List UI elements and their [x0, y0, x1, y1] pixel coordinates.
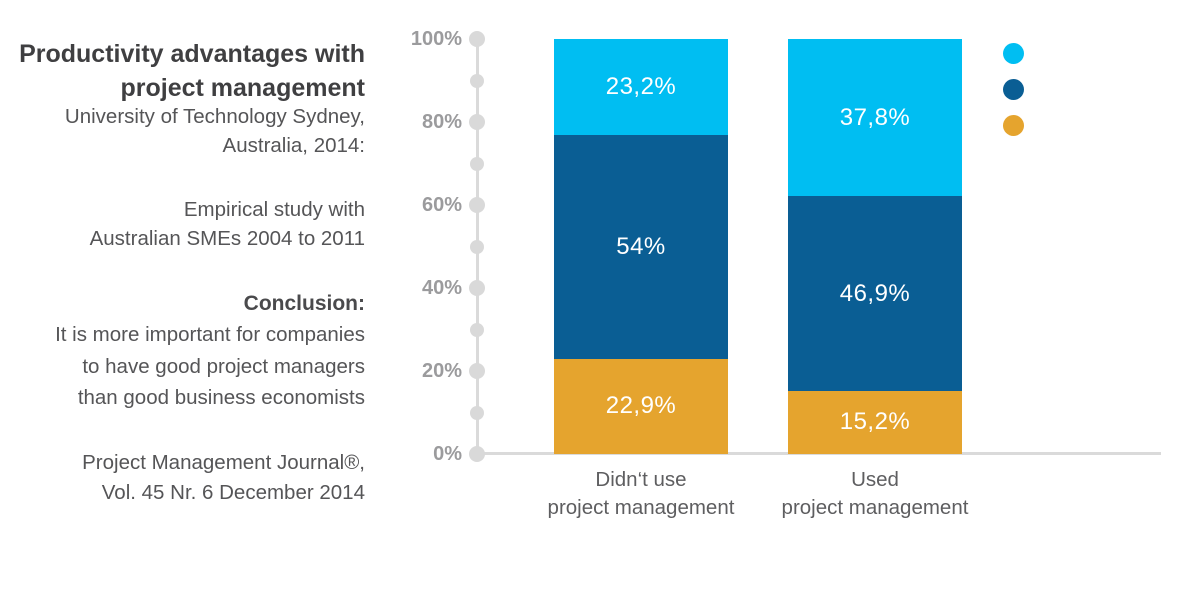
y-tick-label-80: 80%	[421, 111, 462, 133]
legend-dot-dark-blue	[1003, 79, 1024, 100]
category-label-didnt-use: Didn‘t use project management	[547, 468, 735, 519]
y-tick-label-0: 0%	[433, 443, 462, 465]
legend-dot-orange	[1003, 115, 1024, 136]
y-tick-label-60: 60%	[421, 194, 462, 216]
axis-tick-dot-20	[469, 363, 485, 379]
y-tick-label-100: 100%	[410, 28, 462, 50]
left-text-panel: Productivity advantages with project man…	[0, 0, 365, 600]
axis-tick-dot-30	[470, 322, 484, 337]
category-label-used: Used project management	[781, 468, 969, 519]
value-label: 23,2%	[605, 72, 677, 100]
axis-tick-dot-50	[470, 239, 484, 254]
segment-orange-didnt-use: 22,9%	[554, 358, 728, 454]
study-description: Empirical study with Australian SMEs 200…	[89, 198, 365, 250]
segment-orange-used: 15,2%	[788, 390, 962, 454]
axis-tick-dot-60	[469, 197, 485, 213]
bar-used-pm: 37,8% 46,9% 15,2%	[788, 39, 962, 454]
y-tick-label-20: 20%	[421, 360, 462, 382]
journal-reference: Project Management Journal®, Vol. 45 Nr.…	[82, 451, 365, 504]
axis-tick-dot-70	[470, 156, 484, 171]
conclusion-text: It is more important for companies to ha…	[55, 323, 365, 409]
conclusion-label: Conclusion:	[243, 292, 365, 315]
value-label: 54%	[616, 232, 666, 260]
axis-tick-dot-40	[469, 280, 485, 296]
segment-light-blue-didnt-use: 23,2%	[554, 38, 728, 135]
segment-dark-blue-used: 46,9%	[788, 196, 962, 391]
value-label: 15,2%	[839, 408, 911, 436]
segment-dark-blue-didnt-use: 54%	[554, 134, 728, 359]
axis-tick-dot-10	[470, 405, 484, 420]
axis-tick-dot-80	[469, 114, 485, 130]
segment-light-blue-used: 37,8%	[788, 39, 962, 197]
legend-dot-light-blue	[1003, 43, 1024, 64]
axis-tick-dot-90	[470, 73, 484, 88]
y-tick-label-40: 40%	[421, 277, 462, 299]
study-source: University of Technology Sydney, Austral…	[64, 105, 365, 157]
chart-title: Productivity advantages with project man…	[19, 40, 365, 102]
value-label: 46,9%	[839, 279, 911, 307]
axis-tick-dot-0	[469, 446, 485, 462]
value-label: 22,9%	[605, 392, 677, 420]
axis-tick-dot-100	[469, 31, 485, 47]
value-label: 37,8%	[839, 103, 911, 131]
bar-didnt-use-pm: 23,2% 54% 22,9%	[554, 38, 728, 454]
